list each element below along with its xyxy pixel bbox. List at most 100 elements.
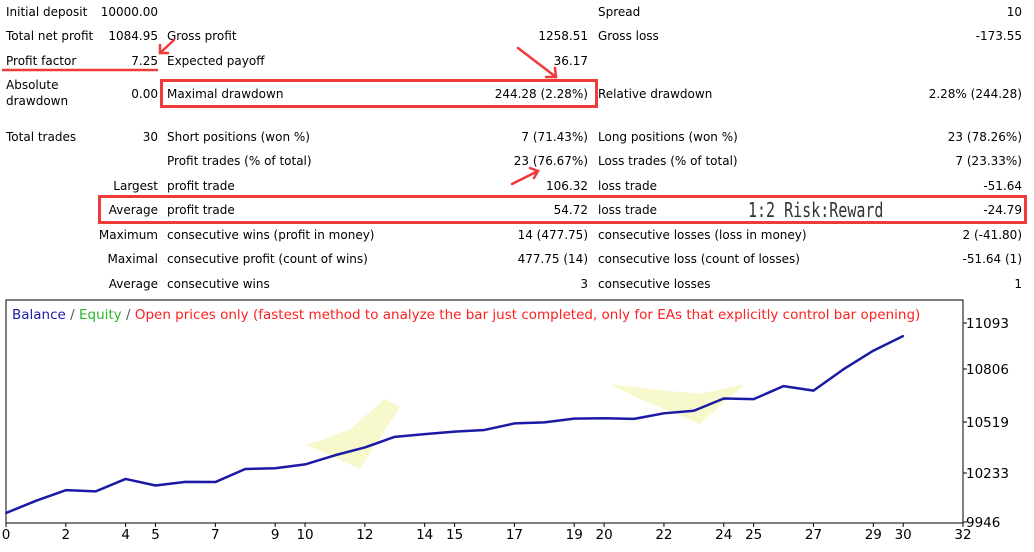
y-axis: 11093 10806 10519 10233 9946 [963,316,1009,531]
total-trades-value: 30 [142,130,158,144]
average-label: Average [108,203,158,217]
maximal-drawdown-value: 244.28 (2.28%) [494,87,588,101]
largest-label: Largest [113,179,158,193]
legend-balance: Balance [12,307,66,323]
arrow-maximal-drawdown-icon [516,46,558,79]
relative-drawdown-value: 2.28% (244.28) [928,87,1022,101]
consec-wins-value: 3 [580,277,588,291]
absolute-drawdown-label-1: Absolute [6,78,59,92]
long-positions-value: 23 (78.26%) [947,130,1022,144]
balance-point [124,477,127,480]
balance-point [64,489,67,492]
largest-loss-label: loss trade [598,179,657,193]
spread-value: 10 [1006,5,1022,19]
balance-point [34,499,37,502]
x-tick-label: 25 [745,527,762,543]
balance-point [453,430,456,433]
x-tick-label: 30 [895,527,912,543]
arrow-profit-trades-icon [510,166,540,186]
profit-factor-value: 7.25 [131,54,158,68]
equity-drawdown-area [305,399,400,469]
consec-profit-count-value: 477.75 (14) [517,252,588,266]
balance-point [842,368,845,371]
balance-point [603,417,606,420]
balance-point [692,409,695,412]
x-tick-label: 2 [62,527,71,543]
expected-payoff-value: 36.17 [553,54,588,68]
balance-point [752,398,755,401]
balance-point [154,484,157,487]
largest-loss-value: -51.64 [983,179,1022,193]
balance-point [812,389,815,392]
x-tick-label: 9 [271,527,280,543]
x-tick-label: 20 [596,527,613,543]
average-trade-highlight-box [98,195,1027,224]
legend-separator: / [66,307,79,323]
largest-profit-value: 106.32 [546,179,588,193]
balance-point [244,467,247,470]
consec-wins-money-label: consecutive wins (profit in money) [167,228,375,242]
short-positions-value: 7 (71.43%) [521,130,588,144]
long-positions-label: Long positions (won %) [598,130,738,144]
series-layer [5,334,905,515]
balance-point [662,412,665,415]
consec-loss-count-label: consecutive loss (count of losses) [598,252,800,266]
maximal-drawdown-label: Maximal drawdown [167,87,284,101]
balance-point [363,446,366,449]
balance-point [573,417,576,420]
balance-point [543,421,546,424]
initial-deposit-label: Initial deposit [6,5,88,19]
balance-point [902,334,905,337]
average-consec-label: Average [108,277,158,291]
y-tick-label: 10806 [966,362,1009,378]
balance-point [782,385,785,388]
consec-loss-count-value: -51.64 (1) [962,252,1023,266]
balance-point [304,463,307,466]
relative-drawdown-label: Relative drawdown [598,87,713,101]
chart-plot-area [5,299,964,524]
y-tick-label: 10233 [966,466,1009,482]
x-tick-label: 15 [446,527,463,543]
loss-trades-value: 7 (23.33%) [955,154,1022,168]
x-tick-label: 17 [506,527,523,543]
x-tick-label: 32 [954,527,971,543]
legend-separator: / [122,307,135,323]
maximal-label: Maximal [107,252,158,266]
average-loss-label: loss trade [598,203,657,217]
maximal-drawdown-highlight-box [160,79,598,108]
legend-test-mode: Open prices only (fastest method to anal… [135,307,920,323]
x-tick-label: 10 [296,527,313,543]
maximum-label: Maximum [98,228,158,242]
y-tick-label: 9946 [966,515,1000,531]
balance-point [214,481,217,484]
x-tick-label: 7 [211,527,220,543]
initial-deposit-value: 10000.00 [100,5,158,19]
balance-point [483,428,486,431]
risk-reward-note: 1:2 Risk:Reward [748,198,884,222]
x-tick-label: 22 [655,527,672,543]
balance-point [94,490,97,493]
balance-point [274,467,277,470]
equity-drawdown-area [610,384,745,424]
largest-profit-label: profit trade [167,179,235,193]
profit-trades-value: 23 (76.67%) [513,154,588,168]
x-tick-label: 19 [566,527,583,543]
x-tick-label: 5 [151,527,160,543]
short-positions-label: Short positions (won %) [167,130,310,144]
profit-factor-label: Profit factor [6,54,77,68]
report-summary: Initial deposit 10000.00 Spread 10 Total… [2,5,1027,291]
x-axis: 0 2 4 5 7 9 10 12 14 15 17 19 20 22 24 25 27 29 30 32 [2,523,972,543]
x-tick-label: 27 [805,527,822,543]
balance-point [184,480,187,483]
gross-loss-value: -173.55 [975,29,1022,43]
consec-losses-label: consecutive losses [598,277,711,291]
absolute-drawdown-label-2: drawdown [6,94,69,108]
y-tick-label: 10519 [966,415,1009,431]
arrow-profit-factor-icon [158,38,176,55]
expected-payoff-label: Expected payoff [167,54,265,68]
x-tick-label: 24 [715,527,732,543]
balance-point [423,433,426,436]
balance-point [513,422,516,425]
total-net-profit-label: Total net profit [6,29,94,43]
gross-profit-label: Gross profit [167,29,237,43]
